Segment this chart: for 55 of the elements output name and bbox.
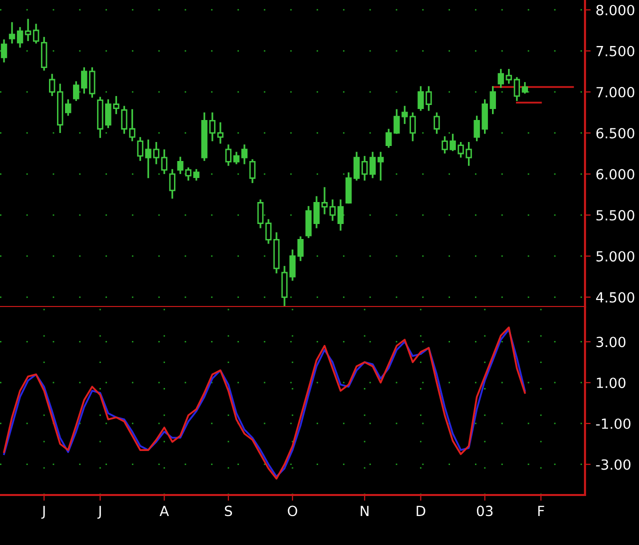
candlestick	[169, 169, 176, 199]
candlestick	[32, 24, 40, 44]
y-tick-label: 1.00	[596, 378, 626, 388]
candlestick	[241, 144, 248, 164]
y-tick-label: 7.500	[596, 46, 634, 56]
candlestick	[370, 152, 376, 178]
candlestick	[321, 187, 328, 214]
candlestick	[0, 39, 8, 62]
candlestick	[506, 68, 512, 84]
candlestick	[378, 152, 384, 181]
candlestick	[362, 156, 368, 181]
x-tick-label: O	[288, 506, 298, 516]
candlestick	[514, 77, 520, 101]
x-tick-label: D	[416, 506, 426, 516]
candlestick	[265, 219, 272, 244]
candlestick	[233, 152, 240, 164]
y-tick-label: 4.500	[596, 292, 634, 303]
candlestick	[257, 199, 264, 228]
candlestick	[289, 250, 296, 281]
candlestick	[65, 99, 72, 116]
x-tick-label: F	[538, 506, 544, 516]
candlestick	[48, 74, 56, 96]
candlestick	[73, 81, 80, 101]
y-tick-label: 6.500	[596, 128, 634, 138]
x-tick-label: N	[360, 506, 368, 516]
candlestick	[434, 112, 440, 134]
candlestick	[498, 68, 504, 88]
candlestick	[329, 199, 336, 221]
y-tick-label: 7.000	[596, 86, 634, 98]
y-tick-label: 3.00	[596, 336, 626, 348]
candlestick	[89, 67, 96, 98]
candlestick	[81, 67, 88, 94]
candlestick	[24, 18, 32, 42]
x-tick-label: A	[160, 506, 169, 516]
candlestick	[354, 152, 360, 181]
x-tick-label: J	[41, 506, 45, 519]
y-tick-label: -3.00	[596, 459, 630, 470]
y-tick-label: 5.000	[596, 251, 634, 262]
candlestick	[313, 196, 320, 228]
candlestick	[249, 159, 256, 184]
candlestick	[209, 112, 216, 142]
x-tick-label: S	[224, 506, 232, 516]
y-tick-label: 8.000	[596, 4, 634, 16]
y-tick-label: 5.500	[596, 210, 634, 221]
candlestick	[217, 122, 224, 144]
y-tick-label: -1.00	[596, 418, 630, 429]
candlestick	[8, 22, 16, 44]
y-tick-label: 6.000	[596, 168, 634, 180]
candlestick	[337, 199, 344, 231]
x-tick-label: J	[97, 506, 101, 519]
candlestick	[225, 144, 232, 166]
x-tick-label: 03	[476, 506, 493, 516]
candlestick	[522, 82, 528, 94]
candlestick	[16, 27, 24, 48]
candlestick	[297, 236, 304, 262]
